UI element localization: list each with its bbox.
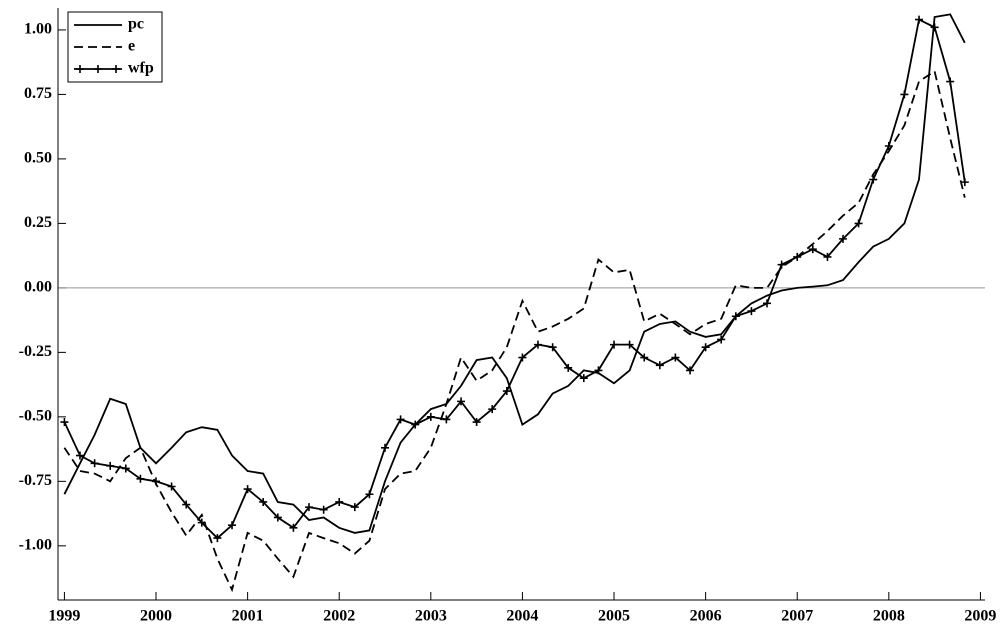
legend-label: pc xyxy=(128,16,144,33)
point-marker xyxy=(335,497,344,506)
y-tick-label: 0.50 xyxy=(24,150,52,167)
point-marker xyxy=(839,234,848,243)
point-marker xyxy=(121,464,130,473)
legend-box xyxy=(67,11,163,83)
point-marker xyxy=(228,521,237,530)
x-tick-label: 2001 xyxy=(232,608,264,625)
y-tick-label: 1.00 xyxy=(24,21,52,38)
point-marker xyxy=(594,366,603,375)
point-marker xyxy=(762,299,771,308)
point-marker xyxy=(197,518,206,527)
point-marker xyxy=(488,405,497,414)
point-marker xyxy=(960,178,969,187)
point-marker xyxy=(701,343,710,352)
point-marker xyxy=(182,500,191,509)
y-tick-label: 0.75 xyxy=(24,85,52,102)
point-marker xyxy=(823,252,832,261)
point-marker xyxy=(625,340,634,349)
point-marker xyxy=(731,312,740,321)
legend-label: wfp xyxy=(128,60,154,77)
x-tick-label: 2005 xyxy=(598,608,630,625)
point-marker xyxy=(930,23,939,32)
point-marker xyxy=(884,142,893,151)
x-tick-label: 2002 xyxy=(323,608,355,625)
point-marker xyxy=(564,363,573,372)
series-line xyxy=(63,69,966,593)
x-tick-label: 2000 xyxy=(140,608,172,625)
point-marker xyxy=(533,340,542,349)
point-marker xyxy=(640,353,649,362)
y-tick-label: -0.25 xyxy=(19,343,52,360)
point-marker xyxy=(381,443,390,452)
point-marker xyxy=(319,505,328,514)
point-marker xyxy=(671,353,680,362)
point-marker xyxy=(946,77,955,86)
point-marker xyxy=(717,335,726,344)
point-marker xyxy=(75,451,84,460)
point-marker xyxy=(152,477,161,486)
point-marker xyxy=(289,523,298,532)
point-marker xyxy=(273,513,282,522)
point-marker xyxy=(167,482,176,491)
point-marker xyxy=(243,485,252,494)
y-tick-label: -0.75 xyxy=(19,472,52,489)
series-line xyxy=(63,18,966,540)
point-marker xyxy=(777,260,786,269)
point-marker xyxy=(426,412,435,421)
point-marker xyxy=(793,252,802,261)
x-tick-label: 2007 xyxy=(781,608,813,625)
x-tick-label: 2003 xyxy=(415,608,447,625)
point-marker xyxy=(655,361,664,370)
point-marker xyxy=(808,245,817,254)
legend-marker xyxy=(112,65,120,73)
y-tick-label: -0.50 xyxy=(19,408,52,425)
legend-marker xyxy=(94,65,102,73)
point-marker xyxy=(213,534,222,543)
point-marker xyxy=(457,397,466,406)
point-marker xyxy=(579,374,588,383)
point-marker xyxy=(365,490,374,499)
point-marker xyxy=(502,387,511,396)
legend-label: e xyxy=(128,38,135,55)
y-tick-label: -1.00 xyxy=(19,537,52,554)
point-marker xyxy=(869,175,878,184)
y-tick-label: 0.25 xyxy=(24,214,52,231)
point-marker xyxy=(442,415,451,424)
point-marker xyxy=(610,340,619,349)
point-marker xyxy=(548,343,557,352)
point-marker xyxy=(686,366,695,375)
x-tick-label: 1999 xyxy=(48,608,80,625)
y-tick-label: 0.00 xyxy=(24,279,52,296)
point-marker xyxy=(106,461,115,470)
point-marker xyxy=(472,418,481,427)
series-line xyxy=(63,13,966,534)
point-marker xyxy=(90,459,99,468)
point-marker xyxy=(350,503,359,512)
point-marker xyxy=(259,497,268,506)
legend-marker xyxy=(76,65,84,73)
point-marker xyxy=(900,90,909,99)
point-marker xyxy=(411,420,420,429)
x-tick-label: 2009 xyxy=(964,608,996,625)
point-marker xyxy=(396,415,405,424)
point-marker xyxy=(747,307,756,316)
point-marker xyxy=(854,219,863,228)
x-tick-label: 2006 xyxy=(690,608,722,625)
point-marker xyxy=(136,474,145,483)
point-marker xyxy=(60,418,69,427)
point-marker xyxy=(304,503,313,512)
x-tick-label: 2004 xyxy=(506,608,538,625)
point-marker xyxy=(518,353,527,362)
x-tick-label: 2008 xyxy=(873,608,905,625)
point-marker xyxy=(915,15,924,24)
